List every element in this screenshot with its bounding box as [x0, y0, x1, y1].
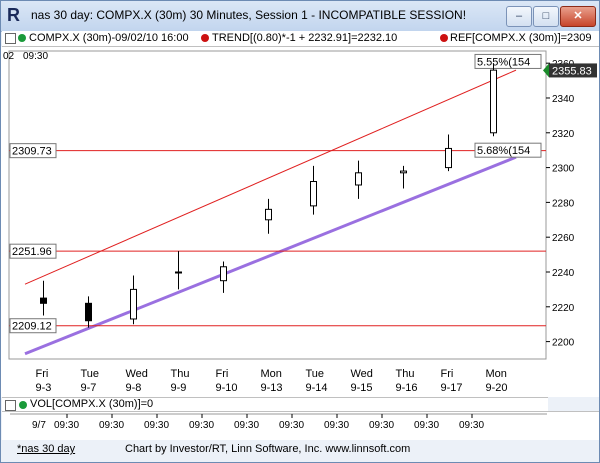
bottom-first-label: 9/7: [32, 420, 46, 431]
x-weekday-label: Wed: [351, 368, 373, 380]
x-weekday-label: Tue: [81, 368, 100, 380]
x-date-label: 9-3: [36, 382, 52, 394]
candle-body: [355, 172, 362, 186]
reference-level-label: 2309.73: [12, 146, 52, 158]
close-button[interactable]: ✕: [560, 6, 596, 27]
last-price-arrow-icon: [543, 63, 549, 78]
credit-text: Chart by Investor/RT, Linn Software, Inc…: [125, 443, 411, 455]
top-left-label: 02: [3, 51, 15, 62]
candle-body: [490, 69, 497, 134]
x-date-label: 9-7: [81, 382, 97, 394]
x-date-label: 9-16: [396, 382, 418, 394]
bottom-axis-svg: 9/7 09:30 09:30 09:30 09:30 09:30 09:30 09:30 09…: [10, 413, 547, 431]
x-date-label: 9-8: [126, 382, 142, 394]
x-weekday-label: Thu: [396, 368, 415, 380]
volume-dot-icon[interactable]: [19, 401, 27, 409]
minimize-button[interactable]: –: [506, 6, 532, 27]
upper-channel-box: [474, 53, 542, 69]
x-date-label: 9-15: [351, 382, 373, 394]
title-bar: R nas 30 day: COMPX.X (30m) 30 Minutes, …: [1, 1, 599, 32]
reference-level-box: [9, 243, 57, 259]
legend-corner-box[interactable]: [5, 33, 16, 44]
series-dot-icon[interactable]: [18, 34, 26, 42]
candle-body: [85, 302, 92, 322]
candle-body: [40, 297, 47, 304]
trend-dot-icon[interactable]: [201, 34, 209, 42]
candle-body: [130, 288, 137, 320]
volume-label[interactable]: VOL[COMPX.X (30m)]=0: [30, 398, 154, 410]
legend-trend-label[interactable]: TREND[(0.80)*-1 + 2232.91]=2232.10: [212, 32, 398, 44]
bottom-time-label: 09:30: [54, 420, 79, 431]
x-weekday-label: Fri: [441, 368, 454, 380]
bottom-time-label: 09:30: [369, 420, 394, 431]
x-weekday-label: Wed: [126, 368, 148, 380]
y-tick-label: 2260: [552, 233, 575, 244]
legend-bar: COMPX.X (30m)-09/02/10 16:00 TREND[(0.80…: [2, 31, 599, 47]
candle-body: [310, 181, 317, 207]
bottom-time-label: 09:30: [324, 420, 349, 431]
candle-body: [400, 170, 407, 174]
lower-channel-line: [24, 155, 517, 356]
price-chart[interactable]: 02 09:30 2200 2220 2240 2260 2280 2300 2320 2340 2…: [1, 47, 599, 397]
y-tick-label: 2220: [552, 303, 575, 314]
y-tick-label: 2200: [552, 338, 575, 349]
x-weekday-label: Mon: [486, 368, 507, 380]
y-tick-label: 2300: [552, 164, 575, 175]
candle-body: [220, 266, 227, 282]
x-date-label: 9-13: [261, 382, 283, 394]
bottom-time-label: 09:30: [459, 420, 484, 431]
reference-level-box: [9, 143, 57, 159]
reference-level-label: 2209.12: [12, 321, 52, 333]
x-date-label: 9-14: [306, 382, 328, 394]
last-price-box: [549, 63, 597, 78]
volume-corner-box[interactable]: [5, 400, 16, 411]
y-tick-label: 2280: [552, 198, 575, 209]
bottom-time-label: 09:30: [99, 420, 124, 431]
y-tick-label: 2340: [552, 94, 575, 105]
upper-channel-label: 5.55%(154: [477, 56, 530, 68]
y-tick-label: 2320: [552, 129, 575, 140]
x-date-label: 9-10: [216, 382, 238, 394]
plot-frame: [8, 50, 547, 360]
bottom-time-label: 09:30: [234, 420, 259, 431]
price-chart-svg: 02 09:30 2200 2220 2240 2260 2280 2300 2320 2340 2…: [3, 50, 597, 394]
window-title: nas 30 day: COMPX.X (30m) 30 Minutes, Se…: [31, 8, 467, 22]
upper-channel-line: [24, 69, 517, 285]
bottom-time-axis: 9/7 09:30 09:30 09:30 09:30 09:30 09:30 09:30 09…: [2, 411, 599, 440]
x-weekday-label: Fri: [36, 368, 49, 380]
top-time-label: 09:30: [23, 51, 48, 62]
x-date-label: 9-9: [171, 382, 187, 394]
lower-channel-label: 5.68%(154: [477, 145, 530, 157]
x-date-label: 9-20: [486, 382, 508, 394]
x-weekday-label: Tue: [306, 368, 325, 380]
x-weekday-label: Thu: [171, 368, 190, 380]
candle-body: [175, 271, 182, 274]
bottom-time-label: 09:30: [189, 420, 214, 431]
x-weekday-label: Fri: [216, 368, 229, 380]
x-weekday-label: Mon: [261, 368, 282, 380]
bottom-time-label: 09:30: [279, 420, 304, 431]
ref-dot-icon[interactable]: [440, 34, 448, 42]
reference-level-label: 2251.96: [12, 246, 52, 258]
legend-ref-label[interactable]: REF[COMPX.X (30m)]=2309: [450, 32, 592, 44]
candle-body: [265, 208, 272, 221]
volume-panel: VOL[COMPX.X (30m)]=0: [2, 397, 548, 412]
candle-body: [445, 147, 452, 169]
bottom-time-label: 09:30: [144, 420, 169, 431]
last-price-label: 2355.83: [552, 65, 592, 77]
reference-level-box: [9, 318, 57, 334]
legend-series-label[interactable]: COMPX.X (30m)-09/02/10 16:00: [29, 32, 189, 44]
status-bar: *nas 30 day Chart by Investor/RT, Linn S…: [1, 440, 599, 462]
investor-rt-logo-icon: R: [7, 5, 20, 25]
maximize-button[interactable]: □: [533, 6, 559, 27]
bottom-time-label: 09:30: [414, 420, 439, 431]
chart-page-link[interactable]: *nas 30 day: [17, 443, 76, 455]
x-date-label: 9-17: [441, 382, 463, 394]
lower-channel-box: [474, 142, 542, 158]
y-tick-label: 2240: [552, 268, 575, 279]
